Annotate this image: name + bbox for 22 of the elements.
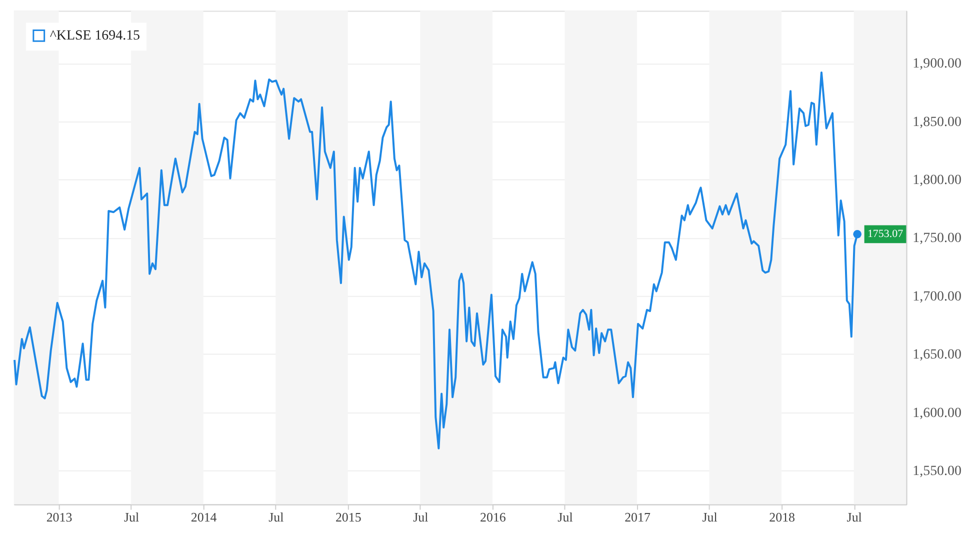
x-tick-label: Jul bbox=[413, 510, 429, 525]
y-tick-label: 1,650.00 bbox=[912, 348, 962, 363]
x-tick-label: 2015 bbox=[335, 510, 362, 525]
x-tick-label: Jul bbox=[268, 510, 284, 525]
legend-label: ^KLSE 1694.15 bbox=[50, 28, 140, 44]
y-tick-label: 1,800.00 bbox=[912, 173, 962, 188]
y-tick-label: 1,850.00 bbox=[912, 114, 962, 130]
x-tick-label: Jul bbox=[702, 510, 718, 525]
annotation: 1753.07 bbox=[867, 228, 904, 240]
x-tick-label: 2017 bbox=[624, 510, 651, 525]
y-tick-label: 1,900.00 bbox=[912, 56, 962, 72]
y-tick-label: 1,700.00 bbox=[912, 289, 962, 304]
x-tick-label: 2013 bbox=[46, 510, 72, 525]
x-tick-label: 2016 bbox=[480, 510, 506, 525]
x-tick-label: Jul bbox=[558, 510, 574, 525]
x-tick-label: 2018 bbox=[769, 510, 796, 525]
x-tick-label: Jul bbox=[846, 510, 862, 525]
y-tick-label: 1,550.00 bbox=[912, 464, 962, 479]
x-tick-label: 2014 bbox=[190, 510, 218, 525]
y-tick-label: 1,600.00 bbox=[912, 406, 962, 421]
y-tick-label: 1,750.00 bbox=[912, 231, 962, 246]
x-tick-label: Jul bbox=[124, 510, 140, 525]
